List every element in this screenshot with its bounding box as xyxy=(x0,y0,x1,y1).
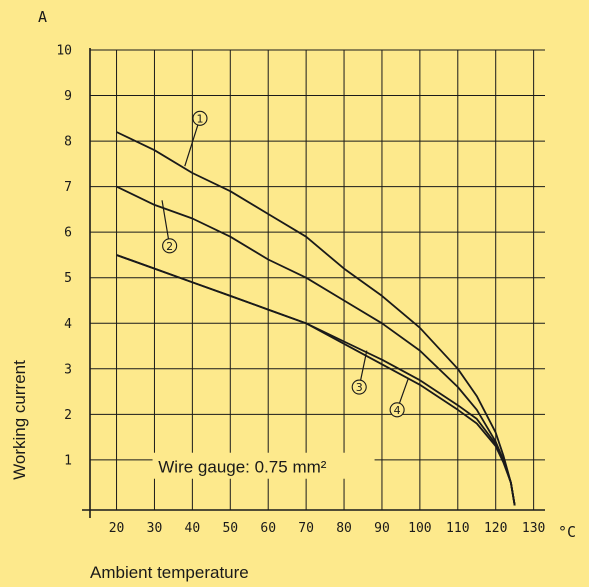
x-tick-label-130: 130 xyxy=(522,521,545,536)
y-tick-label-4: 4 xyxy=(64,317,72,332)
series-marker-circle-2 xyxy=(162,238,178,254)
y-axis-title: Working current xyxy=(10,360,29,480)
series-line-1 xyxy=(116,131,516,506)
series-marker-leader-3 xyxy=(360,350,368,381)
x-tick-label-20: 20 xyxy=(109,521,125,536)
series-marker-label-1: 1 xyxy=(196,112,203,125)
series-marker-label-2: 2 xyxy=(166,240,173,253)
x-tick-label-90: 90 xyxy=(374,521,390,536)
grid xyxy=(90,49,545,510)
series-line-4 xyxy=(116,254,516,506)
y-tick-label-3: 3 xyxy=(64,362,72,377)
tick-labels: 20 30 40 50 60 70 80 90 100 110 120 130 1 2 3 4 5 6 7 8 9 10 xyxy=(56,44,545,537)
x-axis-title: Ambient temperature xyxy=(90,563,249,582)
y-tick-label-5: 5 xyxy=(64,271,72,286)
axes xyxy=(82,48,545,518)
x-tick-label-100: 100 xyxy=(408,521,431,536)
y-tick-label-8: 8 xyxy=(64,135,72,150)
x-tick-label-40: 40 xyxy=(185,521,201,536)
series-marker-label-4: 4 xyxy=(394,404,401,417)
x-tick-label-80: 80 xyxy=(336,521,352,536)
x-tick-label-110: 110 xyxy=(446,521,469,536)
series-markers: 1 2 3 4 xyxy=(161,110,410,418)
series-marker-circle-4 xyxy=(389,402,405,418)
series-marker-circle-3 xyxy=(351,379,367,395)
series-lines xyxy=(116,131,516,506)
y-tick-label-6: 6 xyxy=(64,226,72,241)
y-tick-label-10: 10 xyxy=(56,44,72,59)
series-marker-label-3: 3 xyxy=(356,381,363,394)
x-tick-label-30: 30 xyxy=(147,521,163,536)
x-tick-label-60: 60 xyxy=(260,521,276,536)
series-marker-circle-1 xyxy=(192,110,208,126)
series-marker-leader-4 xyxy=(398,377,410,404)
y-tick-label-7: 7 xyxy=(64,180,72,195)
y-tick-label-2: 2 xyxy=(64,408,72,423)
series-marker-leader-1 xyxy=(184,124,199,167)
annotation-background xyxy=(152,452,375,479)
y-tick-label-1: 1 xyxy=(64,453,72,468)
y-unit-label: A xyxy=(38,8,47,26)
wire-gauge-annotation: Wire gauge: 0.75 mm² xyxy=(158,458,327,477)
x-tick-label-70: 70 xyxy=(298,521,314,536)
x-tick-label-120: 120 xyxy=(484,521,507,536)
y-tick-label-9: 9 xyxy=(64,89,72,104)
series-marker-leader-2 xyxy=(161,200,170,240)
x-tick-label-50: 50 xyxy=(222,521,238,536)
x-unit-label: °C xyxy=(558,523,576,541)
